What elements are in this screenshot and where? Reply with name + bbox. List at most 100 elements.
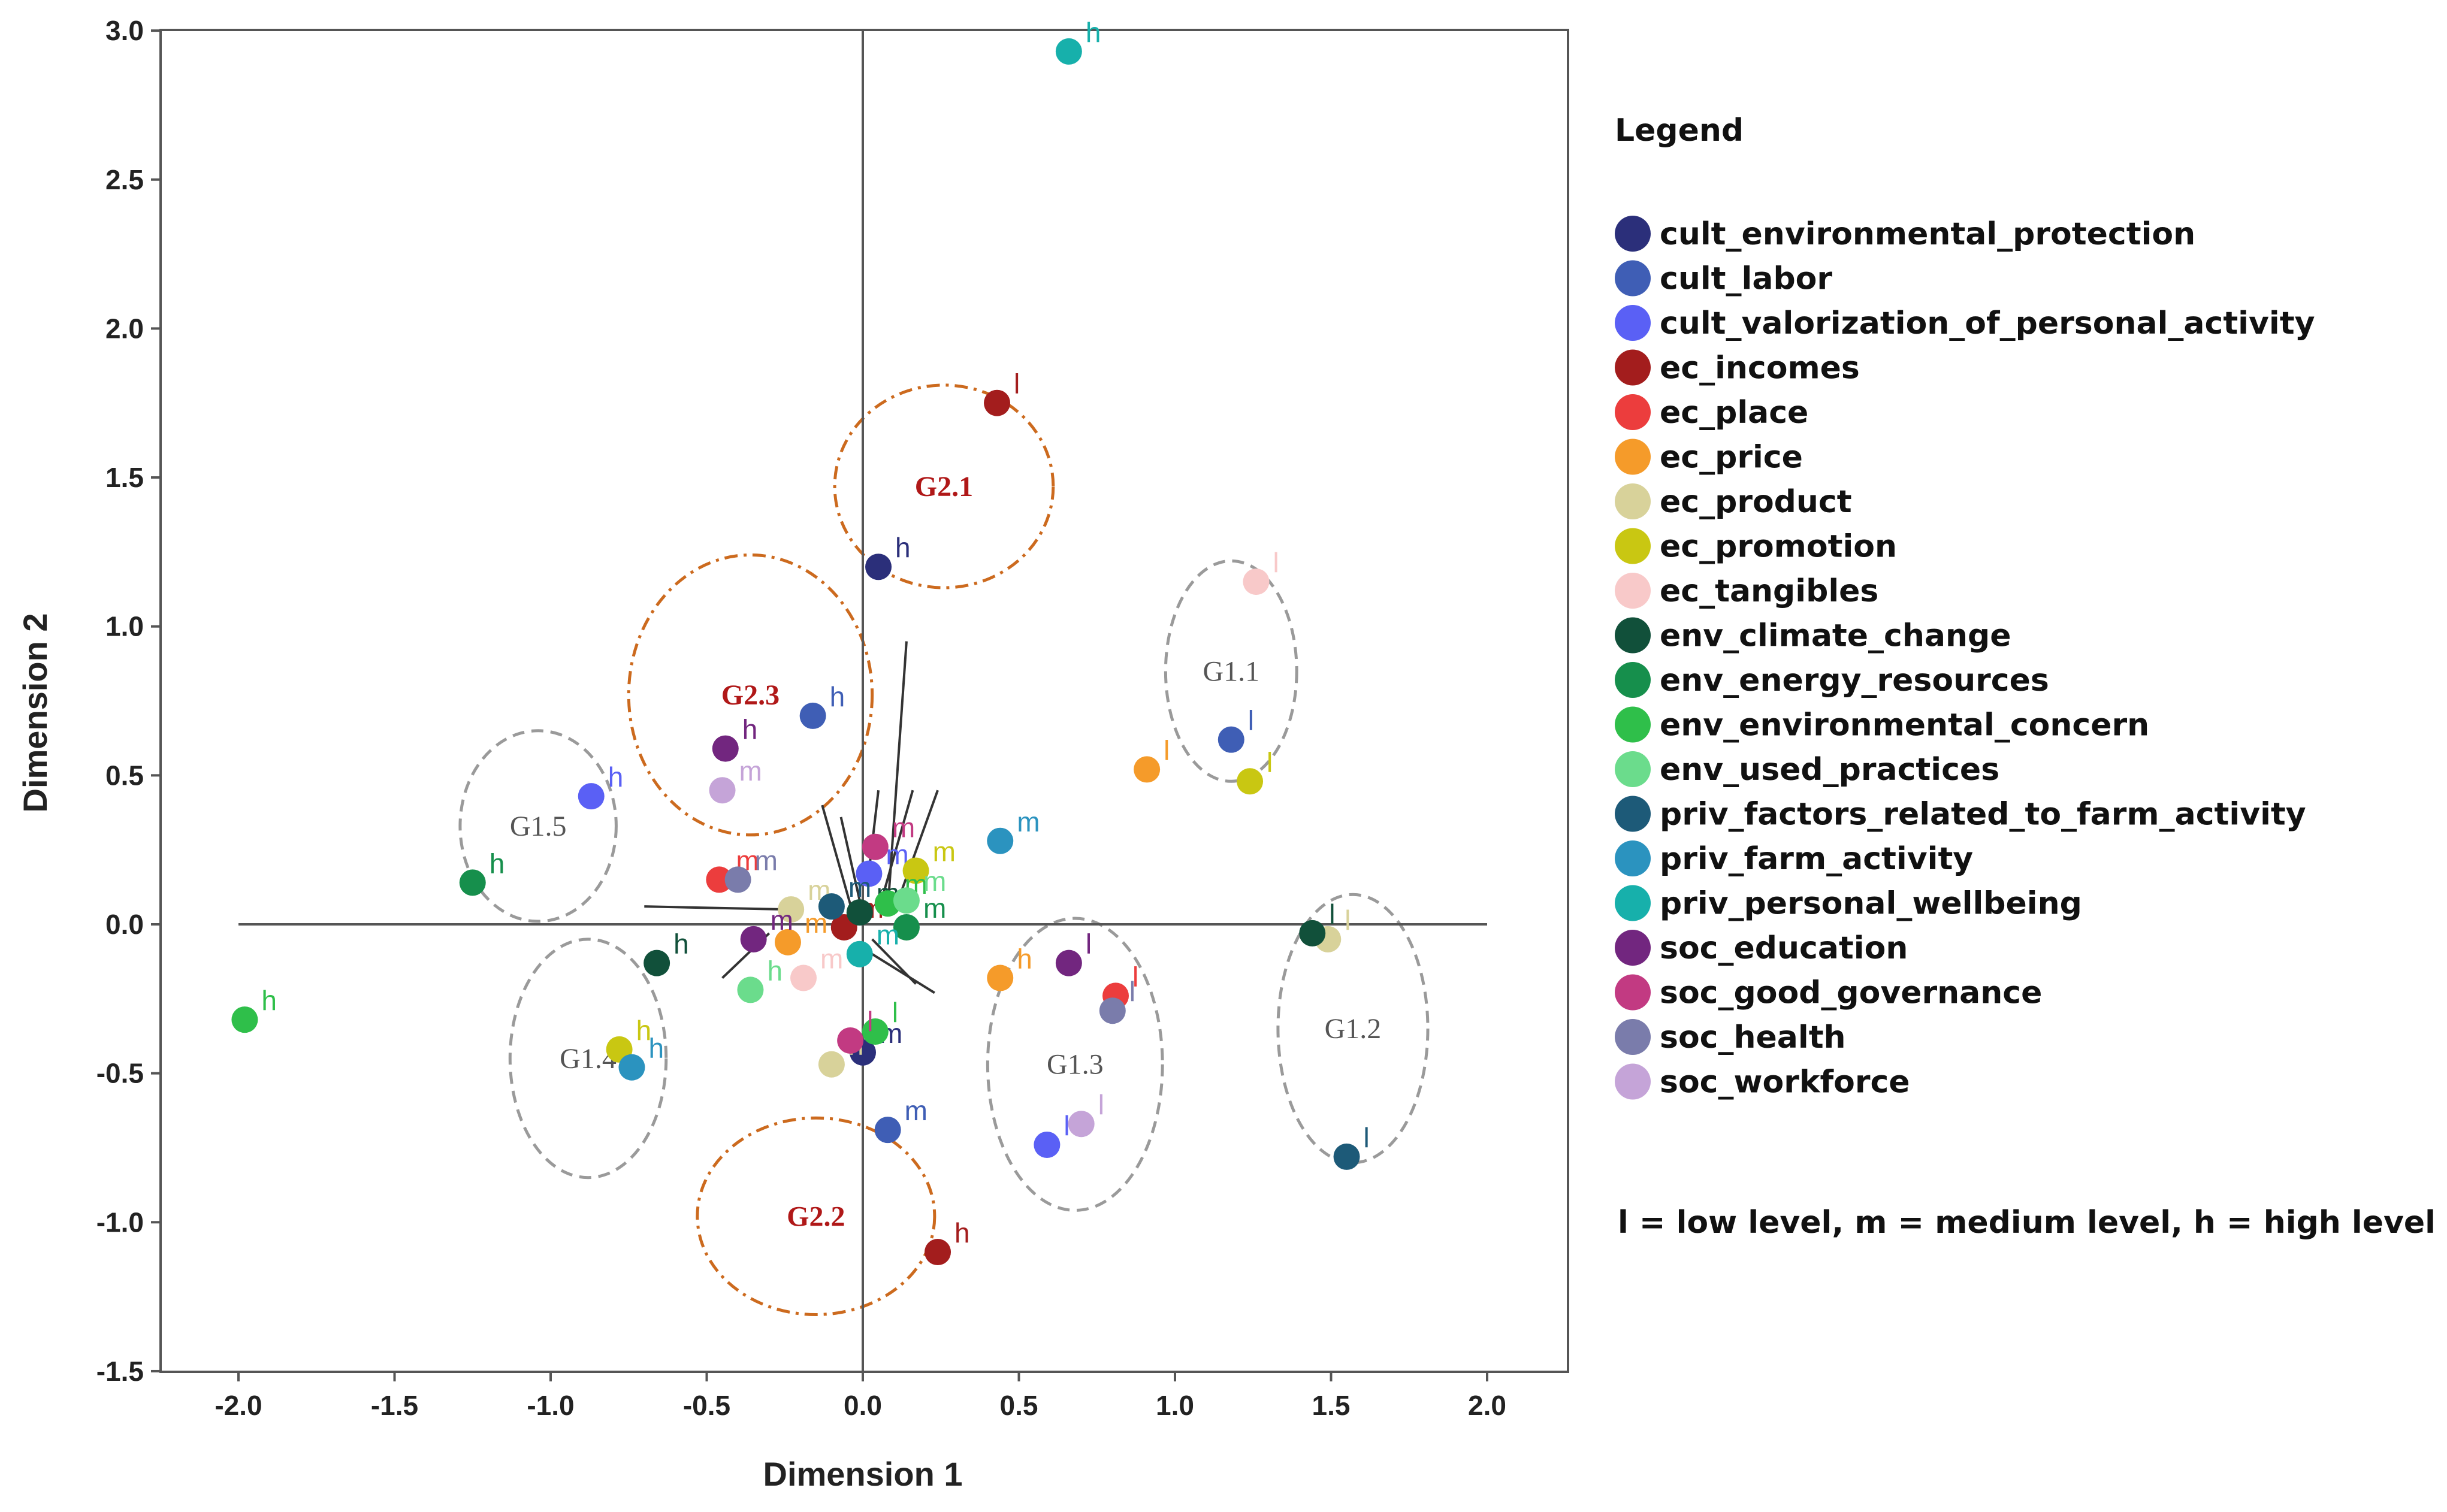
group-ellipse (986, 917, 1164, 1212)
legend-swatch (1615, 796, 1651, 832)
data-point (1333, 1143, 1360, 1170)
x-tick-label: -1.5 (371, 1390, 418, 1421)
plot-frame (159, 29, 1569, 1373)
legend-entry-label: soc_health (1660, 1020, 1846, 1056)
point-level-label: m (739, 755, 762, 787)
point-level-label: l (1129, 976, 1135, 1007)
legend-entry-label: cult_valorization_of_personal_activity (1660, 306, 2315, 341)
legend-swatch (1615, 305, 1651, 341)
point-level-label: h (742, 714, 758, 745)
point-level-label: m (1017, 806, 1040, 837)
y-tick-label: -1.5 (96, 1356, 144, 1387)
group-label: G1.3 (1047, 1049, 1104, 1081)
point-level-label: l (1267, 746, 1273, 778)
point-level-label: m (848, 872, 871, 903)
point-level-label: l (1329, 899, 1335, 930)
data-point (984, 389, 1011, 416)
data-point (706, 866, 733, 893)
leader-line (871, 938, 917, 985)
point-level-label: m (892, 812, 915, 843)
data-point (893, 914, 920, 941)
point-level-label: h (490, 848, 505, 879)
group-ellipse (458, 729, 618, 923)
legend-entry-label: env_energy_resources (1660, 663, 2049, 698)
point-level-label: l (1364, 1122, 1370, 1153)
data-point (774, 929, 801, 955)
legend-entry-label: env_environmental_concern (1660, 707, 2149, 743)
legend-entry-label: soc_good_governance (1660, 975, 2042, 1011)
point-level-label: m (923, 866, 946, 897)
point-level-label: l (867, 1006, 873, 1037)
data-point (1068, 1111, 1095, 1138)
data-point (987, 964, 1014, 991)
data-point (925, 1239, 951, 1266)
group-label: G2.3 (721, 679, 780, 711)
data-point (231, 1006, 258, 1033)
group-label: G2.1 (915, 471, 973, 503)
group-label: G1.5 (510, 811, 567, 842)
point-level-label: h (1086, 17, 1101, 48)
legend-entry-label: ec_price (1660, 440, 1803, 476)
data-point (790, 964, 817, 991)
point-level-label: h (895, 532, 911, 563)
x-tick-label: 0.0 (844, 1390, 882, 1421)
legend-entry-label: env_used_practices (1660, 752, 1999, 788)
legend-entry-label: ec_incomes (1660, 350, 1860, 386)
x-tick-label: 1.0 (1156, 1390, 1194, 1421)
group-ellipse (508, 938, 668, 1180)
point-level-label: h (767, 955, 783, 986)
point-level-label: l (1132, 961, 1138, 992)
legend-swatch (1615, 706, 1651, 743)
data-point (1034, 1132, 1061, 1159)
data-point (837, 1027, 864, 1054)
data-point (709, 777, 736, 804)
data-point (874, 1117, 901, 1144)
legend-swatch (1615, 216, 1651, 252)
point-level-label: h (261, 985, 277, 1016)
point-level-label: m (905, 1095, 928, 1126)
data-point (1134, 756, 1161, 783)
data-point (818, 893, 845, 920)
y-tick-label: -0.5 (96, 1058, 144, 1089)
leader-line (644, 905, 789, 911)
data-point (1299, 920, 1326, 946)
data-point (618, 1054, 645, 1081)
point-level-label: h (673, 929, 689, 960)
y-tick-label: 1.5 (105, 462, 144, 493)
data-point (1055, 949, 1082, 976)
data-point (740, 926, 767, 952)
legend-swatch (1615, 260, 1651, 297)
legend-swatch (1615, 662, 1651, 698)
x-tick-label: 2.0 (1468, 1390, 1506, 1421)
y-tick-label: 2.0 (105, 313, 144, 344)
point-level-label: l (1273, 547, 1279, 578)
point-level-label: m (771, 905, 793, 936)
data-point (856, 860, 883, 887)
data-point (862, 1018, 889, 1045)
point-level-label: l (1345, 905, 1351, 936)
legend-footnote: l = low level, m = medium level, h = hig… (1618, 1205, 2436, 1241)
legend-entry-label: cult_labor (1660, 261, 1832, 297)
point-level-label: l (1064, 1110, 1070, 1141)
legend-entry-label: ec_tangibles (1660, 573, 1878, 609)
point-level-label: h (1017, 944, 1032, 975)
legend-swatch (1615, 1019, 1651, 1055)
legend-entry-label: env_climate_change (1660, 618, 2011, 654)
legend-entry-label: priv_farm_activity (1660, 841, 1973, 877)
data-point (818, 1051, 845, 1078)
x-tick-label: -1.0 (527, 1390, 574, 1421)
legend-swatch (1615, 930, 1651, 966)
point-level-label: m (877, 920, 899, 951)
point-level-label: m (755, 845, 778, 876)
point-level-label: m (923, 893, 946, 924)
legend-swatch (1615, 573, 1651, 609)
legend-entry-label: cult_environmental_protection (1660, 216, 2195, 252)
legend-swatch (1615, 349, 1651, 386)
y-tick-label: 2.5 (105, 164, 144, 195)
y-tick-label: 1.0 (105, 611, 144, 642)
point-level-label: l (1164, 734, 1170, 766)
legend-swatch (1615, 394, 1651, 430)
point-level-label: h (830, 681, 845, 712)
data-point (902, 857, 929, 884)
legend-swatch (1615, 840, 1651, 876)
